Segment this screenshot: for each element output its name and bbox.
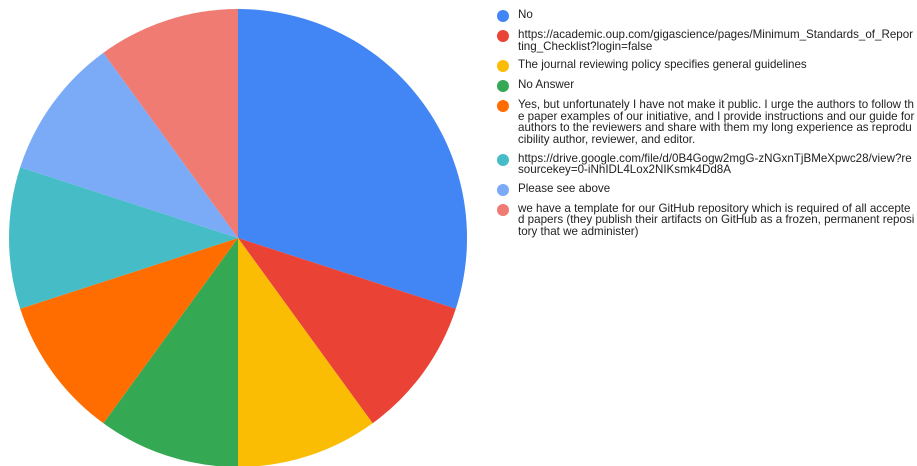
legend-item[interactable]: https://academic.oup.com/gigascience/pag… <box>497 29 915 52</box>
pie-slice[interactable] <box>238 9 467 309</box>
legend-item[interactable]: https://drive.google.com/file/d/0B4Gogw2… <box>497 151 915 177</box>
pie-slice[interactable] <box>103 238 238 466</box>
pie-slice[interactable] <box>20 238 239 424</box>
pie-slice[interactable] <box>238 238 456 424</box>
legend-label: Please see above <box>518 181 611 195</box>
legend-label: The journal reviewing policy specifies g… <box>518 58 807 72</box>
legend-swatch-icon <box>497 153 509 166</box>
legend-item[interactable]: we have a template for our GitHub reposi… <box>497 201 915 238</box>
legend-swatch-icon <box>497 80 509 93</box>
legend-item[interactable]: No Answer <box>497 78 915 93</box>
pie-slice[interactable] <box>20 52 239 238</box>
legend-swatch-icon <box>497 30 509 42</box>
legend-swatch-icon <box>497 203 509 216</box>
legend-swatch-icon <box>497 183 509 196</box>
pie-slice[interactable] <box>9 167 238 309</box>
legend-item[interactable]: Please see above <box>497 183 915 196</box>
legend-label: No <box>518 8 533 21</box>
pie-chart-svg <box>9 9 467 466</box>
legend-swatch-icon <box>497 10 509 22</box>
legend-label: https://academic.oup.com/gigascience/pag… <box>518 28 914 53</box>
pie-slice[interactable] <box>238 238 373 466</box>
legend-item[interactable]: Yes, but unfortunately I have not make i… <box>497 99 915 145</box>
legend: No https://academic.oup.com/gigascience/p… <box>497 9 915 245</box>
legend-item[interactable]: The journal reviewing policy specifies g… <box>497 58 915 73</box>
legend-label: Yes, but unfortunately I have not make i… <box>518 98 915 146</box>
legend-item[interactable]: No <box>497 9 915 22</box>
legend-label: No Answer <box>518 78 575 92</box>
legend-label: we have a template for our GitHub reposi… <box>518 201 915 238</box>
legend-label: https://drive.google.com/file/d/0B4Gogw2… <box>518 151 912 177</box>
pie-slice[interactable] <box>103 9 238 238</box>
legend-swatch-icon <box>497 100 509 113</box>
pie-chart <box>9 9 467 466</box>
legend-swatch-icon <box>497 60 509 73</box>
